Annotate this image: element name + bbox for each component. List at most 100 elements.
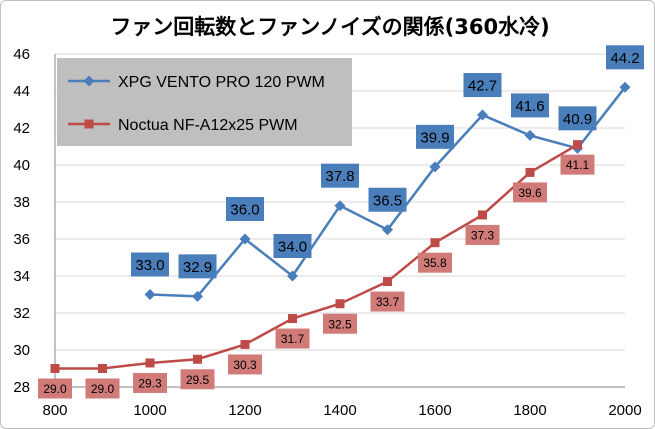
y-tick-label: 40 [13,157,30,174]
data-label: 44.2 [606,45,644,70]
data-label-box [511,93,549,118]
data-label: 29.0 [85,378,120,399]
data-label-box [370,291,405,312]
data-label-box [275,328,310,349]
data-label-box [463,73,502,98]
data-label-text: 29.0 [43,382,67,396]
x-tick-label: 1200 [228,402,261,419]
chart-title: ファン回転数とファンノイズの関係(360水冷) [110,15,549,39]
data-label-text: 34.0 [278,239,307,256]
data-label-box [416,124,454,149]
label-layer: 33.0 32.9 36.0 34.0 37.8 36.5 39.9 42.7 41.6 40.9… [38,45,644,399]
data-label-box [606,45,644,70]
legend-entry-noctua: Noctua NF-A12x25 PWM [118,117,298,134]
data-label: 31.7 [275,328,310,349]
data-label: 32.5 [323,313,357,334]
data-point [287,270,298,282]
data-point [98,364,107,373]
y-tick-layer: 28 30 32 34 36 38 40 42 44 46 [13,46,30,396]
data-point [288,314,297,324]
data-label-text: 29.0 [91,382,115,396]
data-label-text: 42.7 [468,78,497,95]
x-tick-label: 800 [42,402,67,419]
data-point [383,277,392,287]
data-label: 29.3 [133,372,167,393]
y-tick-label: 36 [13,231,30,248]
data-label-text: 36.0 [230,202,259,219]
data-label: 34.0 [273,234,312,258]
data-label: 35.8 [418,252,452,273]
data-point [619,81,631,93]
data-label: 30.3 [228,354,262,375]
data-label: 33.0 [131,252,169,277]
data-label: 29.0 [38,378,72,399]
data-label-text: 41.1 [566,158,590,172]
data-label-box [131,252,169,277]
legend-marker-noctua [84,119,94,129]
data-point [477,109,488,121]
legend: XPG VENTO PRO 120 PWM Noctua NF-A12x25 P… [57,58,352,146]
data-label: 42.7 [463,73,502,98]
series-line-1 [55,143,579,370]
data-label-text: 37.8 [325,168,354,185]
data-label: 40.9 [558,106,597,131]
data-label-box [38,378,72,399]
x-tick-label: 2000 [608,402,641,419]
y-tick-label: 46 [13,46,30,63]
data-point [335,299,345,309]
data-point [50,364,60,373]
data-label-box [323,313,357,334]
y-tick-label: 44 [13,83,30,100]
data-label-box [513,182,547,203]
data-point [240,339,250,349]
data-label-text: 44.2 [610,50,639,67]
x-tick-label: 1600 [418,402,451,419]
data-label-box [418,252,452,273]
data-label-text: 33.0 [135,257,164,274]
data-label-text: 33.7 [376,295,400,309]
data-label-text: 29.5 [186,373,210,387]
data-label-box [180,369,215,390]
data-label: 36.5 [368,187,407,212]
data-label-text: 36.5 [373,192,402,209]
data-point [573,140,582,150]
data-label-text: 32.9 [183,259,212,276]
data-point [334,200,346,212]
data-point [144,289,156,300]
legend-box [57,58,352,146]
data-label: 37.8 [321,163,359,188]
y-tick-label: 42 [13,120,30,137]
data-label-text: 29.3 [138,376,162,390]
data-label-box [560,154,595,175]
data-point [193,354,202,364]
data-label-box [228,354,262,375]
x-tick-layer: 800 1000 1200 1400 1600 1800 2000 [42,402,641,419]
data-label-box [558,106,597,131]
data-label-box [273,234,312,258]
data-label-box [178,254,217,279]
data-label-text: 35.8 [423,256,447,270]
data-label: 32.9 [178,254,217,279]
data-label-text: 40.9 [563,111,592,128]
legend-marker-xpg [83,75,95,87]
data-point [239,233,251,245]
data-label: 39.6 [513,182,547,203]
data-label: 33.7 [370,291,405,312]
data-label: 29.5 [180,369,215,390]
data-label: 39.9 [416,124,454,149]
data-label-box [133,372,167,393]
y-tick-label: 30 [13,342,30,359]
data-label-text: 41.6 [515,98,544,115]
x-tick-label: 1800 [513,402,546,419]
x-tick-label: 1000 [133,402,166,419]
data-label-text: 32.5 [328,317,352,331]
series-layer [50,81,631,373]
y-tick-label: 28 [13,379,30,396]
data-point [524,129,536,141]
data-label-box [321,163,359,188]
data-label: 36.0 [226,197,264,221]
data-label: 41.1 [560,154,595,175]
data-label-text: 30.3 [233,358,257,372]
data-label-box [226,197,264,221]
